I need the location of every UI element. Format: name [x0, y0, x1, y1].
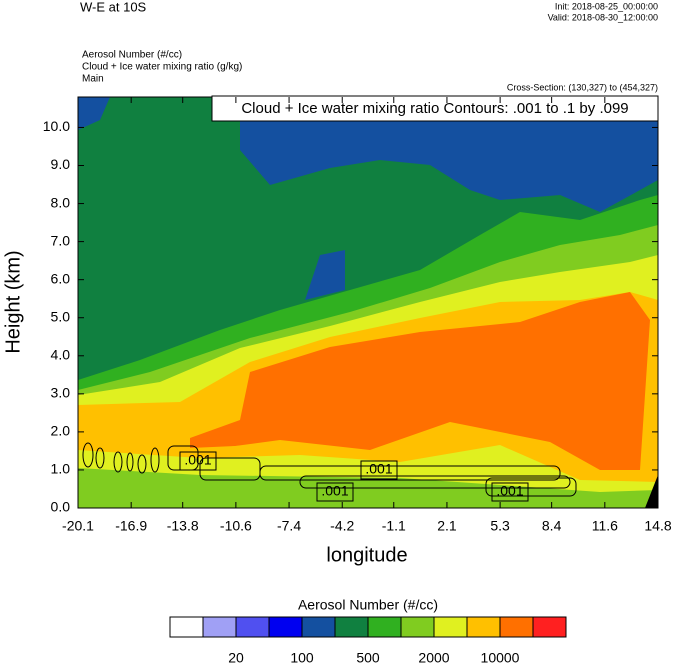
colorbar-swatch	[334, 616, 369, 638]
colorbar-swatch	[169, 616, 204, 638]
contour-label-box	[179, 451, 217, 471]
x-tick-label: 2.1	[437, 518, 457, 534]
x-tick-label: -1.1	[382, 518, 406, 534]
x-tick-label: -20.1	[62, 518, 94, 534]
colorbar-tick-label: 100	[290, 650, 314, 666]
x-tick-label: -7.4	[277, 518, 301, 534]
colorbar-swatch	[532, 616, 567, 638]
contour-line	[82, 442, 94, 468]
contour-line	[485, 477, 577, 497]
plot-area: .001 .001 .001 .001	[78, 97, 658, 508]
x-tick-label: 14.8	[644, 518, 671, 534]
x-tick-label: -16.9	[115, 518, 147, 534]
colorbar-tick-label: 10000	[481, 650, 520, 666]
contour-label: .001	[184, 452, 211, 468]
colorbar-tick-label: 500	[356, 650, 380, 666]
y-axis-label: Height (km)	[2, 250, 24, 353]
y-tick-label: 1.0	[51, 461, 71, 477]
contour-fill	[645, 475, 658, 508]
contour-line	[199, 457, 261, 481]
info-box	[211, 95, 659, 122]
colorbar-swatch	[400, 616, 435, 638]
contour-line	[259, 465, 561, 481]
contour-line	[113, 451, 123, 473]
contour-label: .001	[321, 483, 348, 499]
title: W-E at 10S	[80, 0, 147, 14]
y-tick-label: 9.0	[51, 156, 71, 172]
colorbar-tick-label: 20	[228, 650, 244, 666]
x-tick-label: -13.8	[167, 518, 199, 534]
y-tick-label: 2.0	[51, 423, 71, 439]
contour-fill	[190, 292, 650, 470]
contour-line	[150, 447, 160, 473]
contour-label-box	[316, 482, 354, 502]
y-tick-label: 6.0	[51, 270, 71, 286]
contour-line	[137, 454, 147, 474]
y-tick-label: 10.0	[43, 118, 70, 134]
colorbar-tick-label: 2000	[418, 650, 449, 666]
valid-time: Valid: 2018-08-30_12:00:00	[548, 12, 658, 22]
x-tick-label: -4.2	[330, 518, 354, 534]
contour-line	[126, 452, 134, 472]
contour-label-box	[360, 460, 398, 480]
field-label: Cloud + Ice water mixing ratio (g/kg)	[82, 62, 242, 73]
contour-line	[95, 447, 105, 469]
field-label: Main	[82, 74, 104, 85]
colorbar-swatch	[466, 616, 501, 638]
colorbar-swatch	[367, 616, 402, 638]
contour-label: .001	[496, 483, 523, 499]
colorbar-title: Aerosol Number (#/cc)	[298, 597, 438, 613]
colorbar-swatch	[235, 616, 270, 638]
contour-info: Cloud + Ice water mixing ratio Contours:…	[241, 100, 628, 117]
init-time: Init: 2018-08-25_00:00:00	[555, 1, 658, 11]
x-tick-label: 5.3	[490, 518, 510, 534]
colorbar-swatch	[268, 616, 303, 638]
contour-label: .001	[365, 461, 392, 477]
contour-fill	[305, 250, 345, 300]
colorbar-swatch	[202, 616, 237, 638]
contour-line	[299, 475, 571, 489]
x-axis-label: longitude	[326, 544, 407, 566]
cross-section: Cross-Section: (130,327) to (454,327)	[507, 82, 658, 92]
colorbar-swatch	[499, 616, 534, 638]
field-label: Aerosol Number (#/cc)	[82, 50, 182, 61]
contour-label-box	[491, 482, 529, 502]
y-tick-label: 7.0	[51, 232, 71, 248]
y-tick-label: 3.0	[51, 385, 71, 401]
y-tick-label: 4.0	[51, 346, 71, 362]
x-tick-label: 8.4	[542, 518, 562, 534]
x-tick-label: -10.6	[220, 518, 252, 534]
y-tick-label: 8.0	[51, 194, 71, 210]
y-tick-label: 0.0	[51, 499, 71, 515]
colorbar-swatch	[433, 616, 468, 638]
y-tick-label: 5.0	[51, 308, 71, 324]
x-tick-label: 11.6	[592, 518, 618, 534]
colorbar-swatch	[301, 616, 336, 638]
